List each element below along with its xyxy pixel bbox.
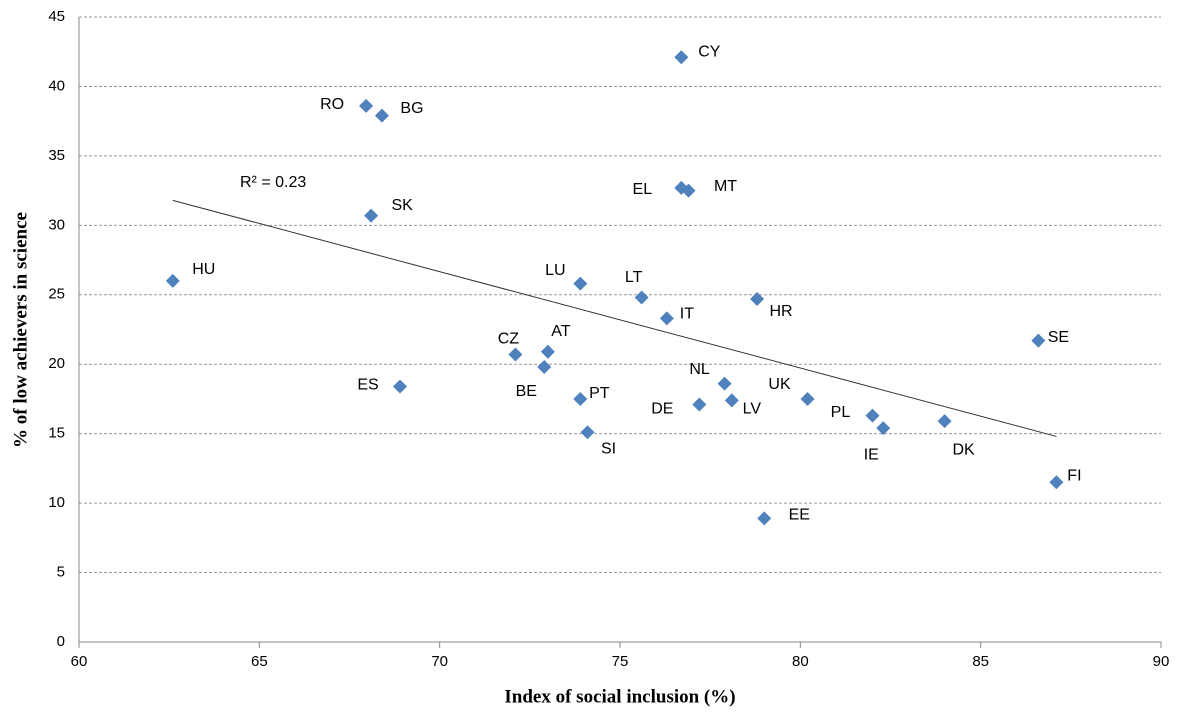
point-label: LV bbox=[743, 401, 762, 418]
point-label: SK bbox=[391, 197, 413, 214]
x-tick-label: 75 bbox=[612, 653, 629, 670]
point bbox=[508, 347, 523, 362]
point-label: HU bbox=[192, 261, 215, 278]
point-label: AT bbox=[551, 323, 570, 340]
point-label: SE bbox=[1048, 329, 1069, 346]
point bbox=[800, 391, 815, 406]
point-label: EE bbox=[789, 507, 810, 524]
y-tick-label: 5 bbox=[57, 564, 65, 581]
point bbox=[392, 379, 407, 394]
x-tick-label: 80 bbox=[792, 653, 809, 670]
point-label: PL bbox=[831, 404, 851, 421]
point-label: BE bbox=[516, 383, 537, 400]
y-tick-label: 35 bbox=[48, 147, 65, 164]
point bbox=[757, 511, 772, 526]
point-label: SI bbox=[601, 440, 616, 457]
point bbox=[750, 291, 765, 306]
point-label: CZ bbox=[498, 331, 520, 348]
y-tick-label: 40 bbox=[48, 77, 65, 94]
point bbox=[359, 98, 374, 113]
point bbox=[876, 421, 891, 436]
point-label: MT bbox=[714, 178, 737, 195]
point-label: DE bbox=[651, 401, 673, 418]
point bbox=[634, 290, 649, 305]
point-label: IE bbox=[864, 446, 879, 463]
x-axis-title: Index of social inclusion (%) bbox=[504, 686, 735, 707]
point bbox=[1049, 475, 1064, 490]
point bbox=[674, 50, 689, 65]
y-tick-label: 15 bbox=[48, 425, 65, 442]
point-label: RO bbox=[320, 96, 344, 113]
point-label: LU bbox=[545, 262, 565, 279]
point-label: FI bbox=[1067, 467, 1081, 484]
y-tick-label: 20 bbox=[48, 355, 65, 372]
point-label: IT bbox=[680, 306, 694, 323]
y-tick-label: 0 bbox=[57, 633, 65, 650]
point bbox=[724, 393, 739, 408]
point bbox=[681, 183, 696, 198]
point bbox=[573, 276, 588, 291]
trendline bbox=[172, 199, 1057, 437]
point bbox=[692, 397, 707, 412]
point bbox=[580, 425, 595, 440]
x-tick-label: 90 bbox=[1153, 653, 1170, 670]
point bbox=[865, 408, 880, 423]
point-label: LT bbox=[625, 269, 643, 286]
point-label: ES bbox=[357, 377, 378, 394]
point-label: UK bbox=[768, 376, 791, 393]
point bbox=[1031, 333, 1046, 348]
point bbox=[364, 208, 379, 223]
point bbox=[540, 344, 555, 359]
x-tick-label: 85 bbox=[972, 653, 989, 670]
point-label: CY bbox=[698, 43, 721, 60]
point bbox=[937, 414, 952, 429]
y-tick-label: 45 bbox=[48, 8, 65, 25]
point-label: EL bbox=[633, 181, 653, 198]
point bbox=[659, 311, 674, 326]
point-label: HR bbox=[769, 303, 792, 320]
y-tick-label: 30 bbox=[48, 216, 65, 233]
point bbox=[717, 376, 732, 391]
y-tick-label: 10 bbox=[48, 494, 65, 511]
r-squared: R² = 0.23 bbox=[240, 174, 306, 191]
point bbox=[573, 391, 588, 406]
x-tick-label: 65 bbox=[251, 653, 268, 670]
x-tick-label: 70 bbox=[431, 653, 448, 670]
point bbox=[374, 108, 389, 123]
point bbox=[537, 360, 552, 374]
point-label: PT bbox=[589, 385, 610, 402]
point-label: DK bbox=[952, 441, 975, 458]
point bbox=[165, 273, 180, 288]
y-tick-label: 25 bbox=[48, 286, 65, 303]
point-label: BG bbox=[400, 100, 423, 117]
x-tick-label: 60 bbox=[71, 653, 88, 670]
point-label: NL bbox=[689, 361, 710, 378]
y-axis-title: % of low achievers in science bbox=[10, 212, 31, 448]
